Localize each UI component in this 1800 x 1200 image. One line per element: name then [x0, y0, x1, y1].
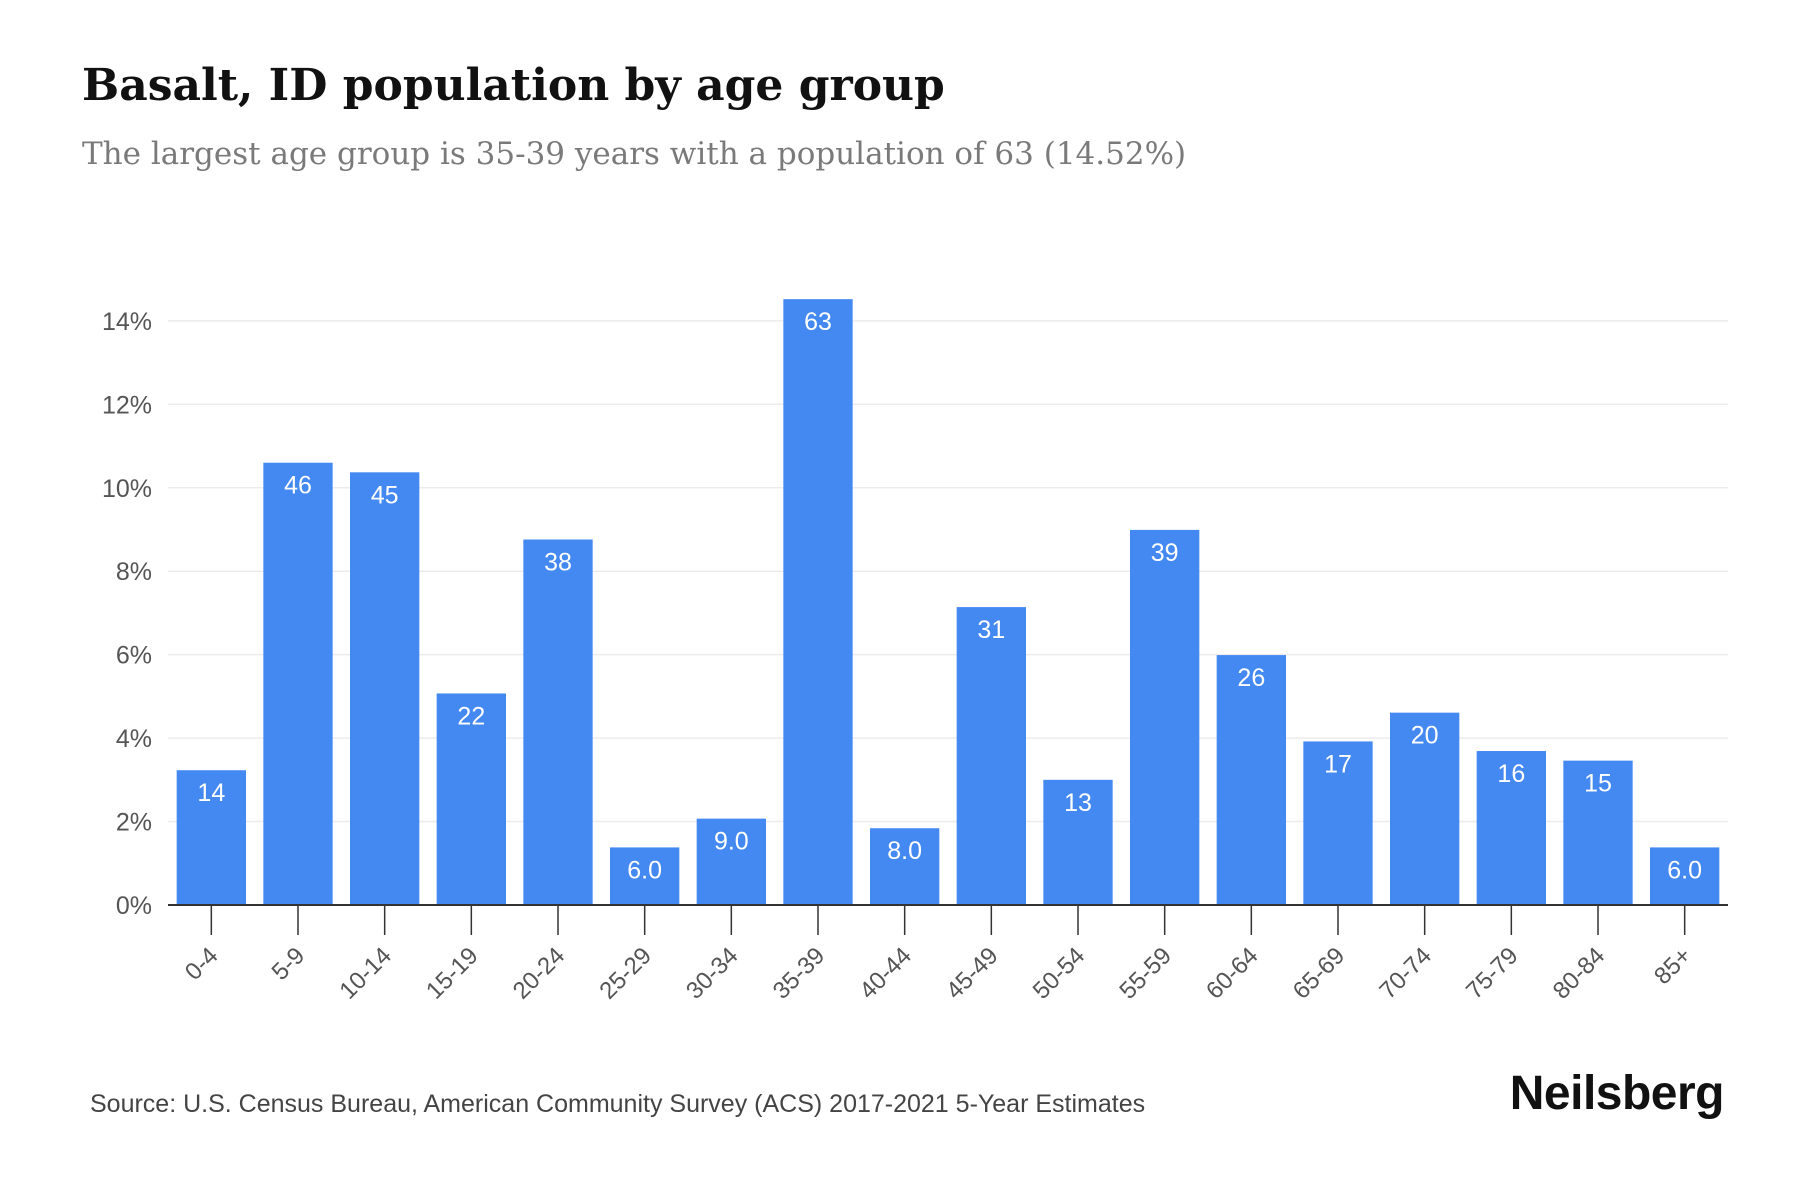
- x-tick-label: 0-4: [180, 942, 224, 986]
- bar-80-84: [1563, 760, 1633, 905]
- x-tick-label: 25-29: [594, 942, 657, 1005]
- data-label: 14: [197, 779, 225, 807]
- chart-title: Basalt, ID population by age group: [82, 60, 945, 111]
- x-tick-label: 50-54: [1028, 942, 1091, 1005]
- data-label: 39: [1151, 539, 1179, 567]
- data-label: 45: [371, 481, 399, 509]
- x-tick-label: 65-69: [1288, 942, 1351, 1005]
- x-tick-label: 35-39: [768, 942, 831, 1005]
- bar-85+: [1650, 847, 1720, 905]
- x-tick-label: 30-34: [681, 942, 744, 1005]
- x-tick-label: 75-79: [1461, 942, 1524, 1005]
- x-tick-label: 20-24: [508, 942, 571, 1005]
- data-label: 15: [1584, 770, 1612, 798]
- gridlines: [168, 320, 1728, 823]
- x-tick-label: 70-74: [1374, 942, 1437, 1005]
- data-label: 6.0: [1667, 856, 1702, 884]
- x-tick-label: 80-84: [1548, 942, 1611, 1005]
- data-label: 20: [1411, 722, 1439, 750]
- y-tick-label: 4%: [116, 725, 152, 753]
- bar-30-34: [696, 818, 766, 905]
- data-label: 9.0: [714, 828, 749, 856]
- bar-65-69: [1303, 741, 1373, 905]
- bar-20-24: [523, 539, 593, 905]
- data-label: 13: [1064, 789, 1092, 817]
- x-tick-label: 40-44: [854, 942, 917, 1005]
- data-label: 16: [1497, 760, 1525, 788]
- bar-15-19: [436, 693, 506, 905]
- bar-0-4: [176, 770, 246, 905]
- data-label: 38: [544, 548, 572, 576]
- y-axis-ticks: 0% 2% 4% 6% 8% 10% 12% 14%: [102, 308, 152, 920]
- data-label: 26: [1237, 664, 1265, 692]
- x-tick-label: 55-59: [1114, 942, 1177, 1005]
- y-tick-label: 14%: [102, 308, 152, 336]
- source-note: Source: U.S. Census Bureau, American Com…: [90, 1090, 1146, 1118]
- bar-25-29: [610, 847, 680, 905]
- y-tick-label: 0%: [116, 892, 152, 920]
- bar-5-9: [263, 462, 333, 905]
- data-label: 8.0: [887, 837, 922, 865]
- data-label: 63: [804, 308, 832, 336]
- y-tick-label: 2%: [116, 809, 152, 837]
- x-tick-label: 60-64: [1201, 942, 1264, 1005]
- y-tick-label: 6%: [116, 642, 152, 670]
- bar-60-64: [1216, 655, 1286, 905]
- bar-10-14: [350, 472, 420, 905]
- x-tick-label: 10-14: [334, 942, 397, 1005]
- chart-subtitle: The largest age group is 35-39 years wit…: [82, 136, 1187, 172]
- y-tick-label: 8%: [116, 558, 152, 586]
- data-label: 46: [284, 472, 312, 500]
- bar-75-79: [1476, 751, 1546, 905]
- x-tick-label: 45-49: [941, 942, 1004, 1005]
- data-label: 6.0: [627, 856, 662, 884]
- x-tick-label: 15-19: [421, 942, 484, 1005]
- y-tick-label: 12%: [102, 391, 152, 419]
- bars: [176, 299, 1720, 905]
- data-labels: 14 46 45 22 38 6.0 9.0 63 8.0 31 13 39 26 17 20 16 15 6.0: [197, 308, 1702, 884]
- bar-35-39: [783, 299, 853, 905]
- bar-50-54: [1043, 779, 1113, 905]
- x-tick-label: 5-9: [267, 942, 311, 986]
- x-tick-label: 85+: [1649, 942, 1697, 990]
- data-label: 31: [977, 616, 1005, 644]
- bar-70-74: [1390, 712, 1460, 905]
- data-label: 22: [457, 702, 485, 730]
- data-label: 17: [1324, 750, 1352, 778]
- bar-40-44: [870, 828, 940, 905]
- y-tick-label: 10%: [102, 475, 152, 503]
- bar-55-59: [1130, 529, 1200, 905]
- bar-45-49: [956, 607, 1026, 905]
- brand-logo: Neilsberg: [1509, 1067, 1725, 1120]
- x-axis: 0-4 5-9 10-14 15-19 20-24 25-29 30-34 35-39 40-4…: [168, 904, 1728, 1005]
